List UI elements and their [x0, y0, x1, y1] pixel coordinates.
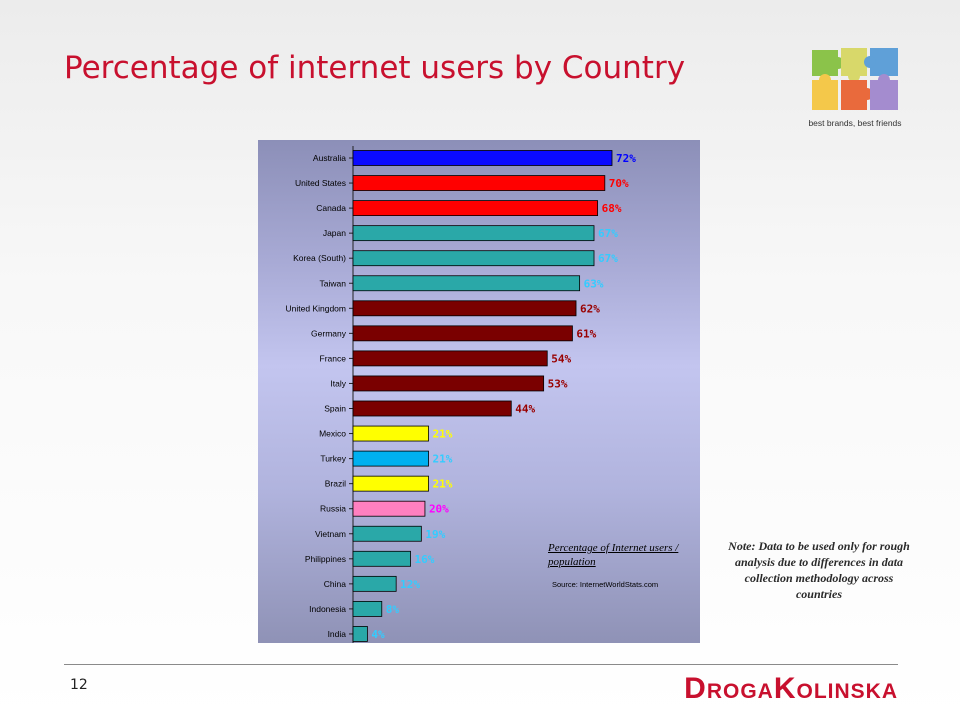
category-label: Canada — [316, 203, 346, 213]
data-label: 70% — [609, 177, 629, 190]
legend-title: Percentage of Internet users / populatio… — [548, 541, 708, 569]
category-label: Turkey — [320, 454, 346, 464]
category-label: Philippines — [305, 554, 346, 564]
slide-title: Percentage of internet users by Country — [64, 50, 686, 86]
data-label: 21% — [433, 478, 453, 491]
data-label: 63% — [584, 277, 604, 290]
note-text: Note: Data to be used only for rough ana… — [728, 539, 910, 601]
bar — [352, 175, 606, 191]
bar — [352, 575, 397, 592]
logo-tagline: best brands, best friends — [808, 118, 902, 128]
data-label: 53% — [548, 377, 568, 390]
category-label: Russia — [320, 504, 346, 514]
data-label: 21% — [433, 453, 453, 466]
data-label: 61% — [576, 327, 596, 340]
bar — [352, 500, 426, 517]
bar — [352, 250, 595, 267]
data-label: 68% — [602, 202, 622, 215]
category-label: United Kingdom — [286, 303, 346, 313]
category-label: United States — [295, 178, 346, 188]
category-label: Korea (South) — [293, 253, 346, 263]
legend-source: Source: InternetWorldStats.com — [552, 580, 659, 589]
bar — [352, 350, 548, 367]
bar-chart: Australia 72% United States 70% Canada 68% Jap… — [286, 146, 636, 643]
category-label: Mexico — [319, 429, 346, 439]
bar — [352, 600, 383, 617]
category-label: Vietnam — [315, 529, 346, 539]
data-label: 4% — [371, 628, 385, 641]
data-label: 67% — [598, 252, 618, 265]
category-label: Italy — [330, 378, 346, 388]
category-label: Spain — [324, 404, 346, 414]
legend-title-text: Percentage of Internet users / populatio… — [548, 542, 679, 568]
bar — [352, 375, 545, 392]
bar — [352, 425, 429, 442]
data-label: 12% — [400, 578, 420, 591]
bar — [352, 275, 581, 292]
bar — [352, 550, 411, 567]
data-label: 44% — [515, 403, 535, 416]
data-label: 54% — [551, 352, 571, 365]
bar — [352, 475, 429, 492]
bar — [352, 400, 512, 417]
category-label: Taiwan — [320, 278, 347, 288]
puzzle-logo-icon — [812, 48, 898, 110]
bar — [352, 626, 368, 642]
category-label: Japan — [323, 228, 346, 238]
data-label: 16% — [415, 553, 435, 566]
category-label: Australia — [313, 153, 346, 163]
bar — [352, 200, 599, 216]
puzzle-logo: best brands, best friends — [808, 46, 902, 132]
bar — [352, 450, 429, 467]
footer-divider — [64, 664, 898, 665]
category-label: Germany — [311, 328, 347, 338]
bar — [352, 525, 422, 542]
data-label: 19% — [425, 528, 445, 541]
data-label: 72% — [616, 152, 636, 165]
category-label: Brazil — [325, 479, 346, 489]
bar — [352, 325, 573, 342]
data-label: 20% — [429, 503, 449, 516]
page-number: 12 — [70, 677, 88, 693]
bar — [352, 150, 613, 166]
category-label: France — [320, 353, 347, 363]
data-label: 67% — [598, 227, 618, 240]
bar — [352, 225, 595, 242]
chart-panel: Australia 72% United States 70% Canada 68% Jap… — [258, 140, 700, 643]
category-label: Indonesia — [309, 604, 346, 614]
data-label: 8% — [386, 603, 400, 616]
category-label: India — [328, 629, 347, 639]
bar — [352, 300, 577, 317]
category-label: China — [324, 579, 346, 589]
data-label: 21% — [433, 428, 453, 441]
brand-logo-text: DrogaKolinska — [684, 672, 898, 705]
data-label: 62% — [580, 302, 600, 315]
